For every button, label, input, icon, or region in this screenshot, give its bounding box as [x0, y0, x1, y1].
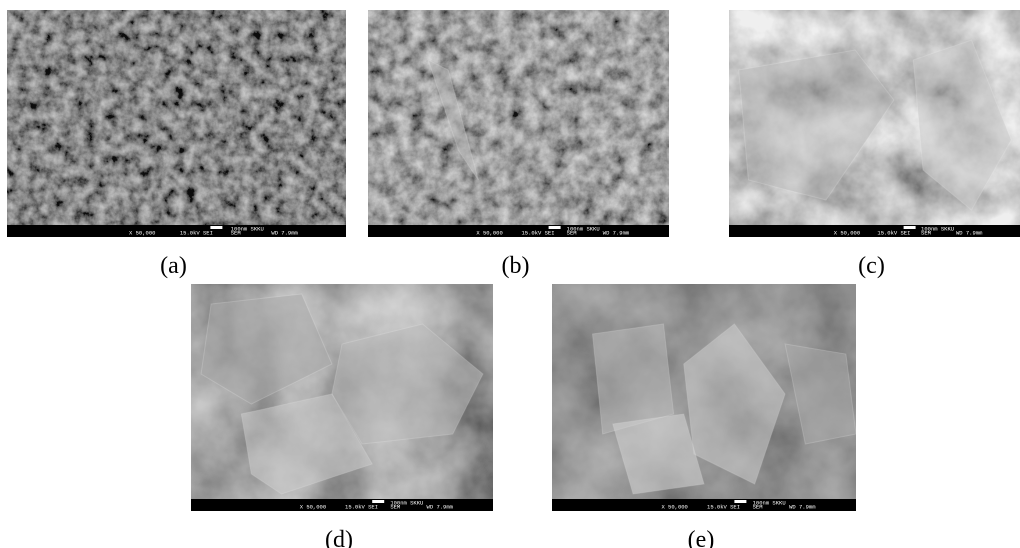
panel-label: (a) [160, 253, 187, 279]
crystal-plate [612, 413, 705, 495]
info-voltage: 15.0kV SEI [877, 230, 910, 237]
info-scale: 100nm SKKU [753, 500, 786, 507]
info-magnification: X 50,000 [476, 230, 502, 237]
info-magnification: X 50,000 [129, 230, 155, 237]
crystal-plate [240, 393, 373, 495]
scale-bar [210, 226, 223, 229]
crystal-plate [591, 323, 675, 435]
info-mode: SEM [753, 504, 763, 511]
info-bar [7, 225, 346, 237]
info-voltage: 15.0kV SEI [522, 230, 555, 237]
panel-label: (e) [688, 527, 715, 548]
scale-bar [372, 500, 385, 503]
info-mode: SEM [921, 230, 931, 237]
info-distance: WD 7.9mm [271, 230, 298, 237]
info-scale: 100nm SKKU [921, 226, 954, 233]
scale-bar [734, 500, 747, 503]
crystal-plate [200, 293, 333, 405]
info-scale: 100nm SKKU [231, 226, 264, 233]
info-mode: SEM [567, 230, 577, 237]
sem-panel: X 50,000 15.0kV SEI SEM WD 7.9mm 100nm SKKU [7, 10, 346, 237]
info-mode: SEM [231, 230, 241, 237]
info-distance: WD 7.9mm [789, 504, 816, 511]
info-voltage: 15.0kV SEI [345, 504, 378, 511]
sem-image [368, 10, 669, 225]
info-distance: WD 7.9mm [427, 504, 454, 511]
panel-label: (c) [858, 253, 885, 279]
scale-bar [548, 226, 561, 229]
crystal-plate [427, 59, 479, 181]
info-magnification: X 50,000 [300, 504, 326, 511]
panel-label: (b) [502, 253, 530, 279]
info-distance: WD 7.9mm [956, 230, 983, 237]
info-bar [552, 499, 856, 511]
info-magnification: X 50,000 [661, 504, 687, 511]
info-scale: 100nm SKKU [390, 500, 423, 507]
crystal-plate [912, 39, 1012, 211]
sem-panel: X 50,000 15.0kV SEI SEM WD 7.9mm 100nm SKKU [191, 284, 493, 511]
scale-bar [903, 226, 916, 229]
info-magnification: X 50,000 [834, 230, 860, 237]
info-distance: WD 7.9mm [603, 230, 630, 237]
panel-label: (d) [325, 527, 353, 548]
info-voltage: 15.0kV SEI [180, 230, 213, 237]
crystal-plate [738, 49, 895, 201]
crystal-plate [784, 343, 856, 445]
info-bar [368, 225, 669, 237]
crystal-plate [683, 323, 786, 485]
info-bar [729, 225, 1020, 237]
info-mode: SEM [390, 504, 400, 511]
sem-image [7, 10, 346, 225]
info-scale: 100nm SKKU [567, 226, 600, 233]
info-bar [191, 499, 493, 511]
info-voltage: 15.0kV SEI [707, 504, 740, 511]
